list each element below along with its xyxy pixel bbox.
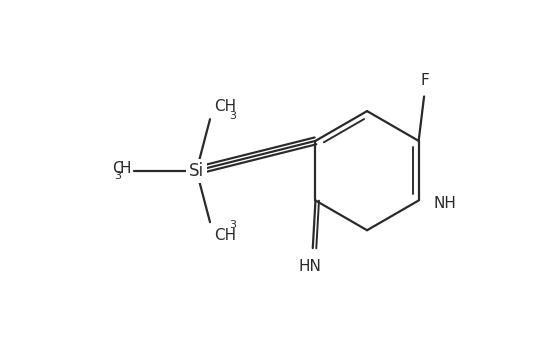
Text: C: C [112, 161, 122, 176]
Text: CH: CH [214, 228, 236, 242]
Text: Si: Si [189, 162, 204, 180]
Text: H: H [120, 161, 131, 176]
Text: HN: HN [299, 259, 322, 274]
Text: 3: 3 [229, 111, 236, 121]
Text: NH: NH [434, 196, 456, 211]
Text: CH: CH [214, 99, 236, 114]
Text: 3: 3 [114, 171, 121, 181]
Text: F: F [421, 73, 430, 88]
Text: 3: 3 [229, 220, 236, 231]
